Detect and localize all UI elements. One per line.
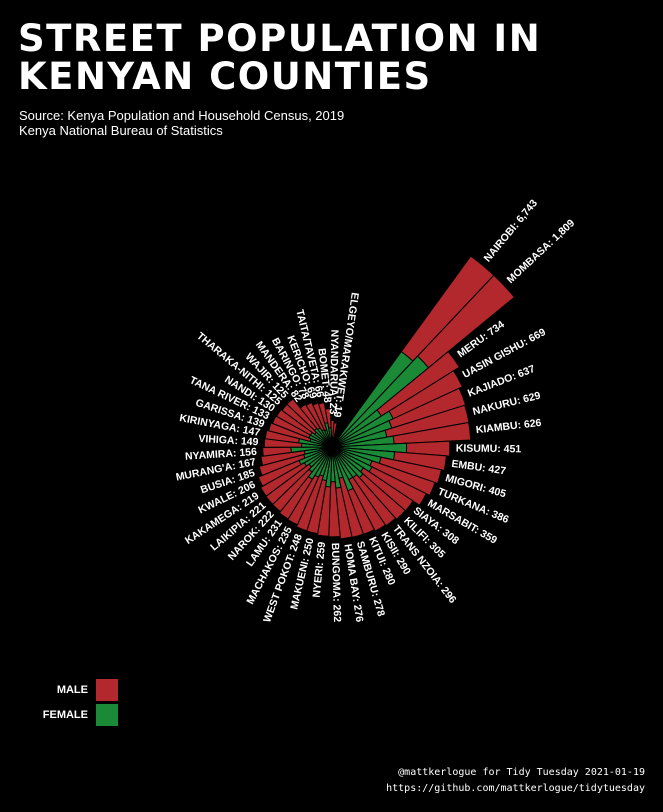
caption-author: @mattkerlogue for Tidy Tuesday 2021-01-1… <box>398 767 645 778</box>
legend-swatch-male <box>96 679 118 701</box>
bar-label-bomet: BOMET: 48 <box>315 348 333 404</box>
bar-label-kiambu: KIAMBU: 626 <box>475 417 542 436</box>
bar-female-elgeyo-marakwet <box>331 437 335 448</box>
caption-url: https://github.com/mattkerlogue/tidytues… <box>386 783 645 794</box>
bar-label-bungoma: BUNGOMA: 262 <box>329 543 343 623</box>
legend-label-female: FEMALE <box>42 709 88 721</box>
bar-label-kisumu: KISUMU: 451 <box>456 442 522 455</box>
bar-label-embu: EMBU: 427 <box>451 458 507 478</box>
bar-label-vihiga: VIHIGA: 149 <box>198 433 259 449</box>
bar-label-nyamira: NYAMIRA: 156 <box>185 446 258 463</box>
page-title: STREET POPULATION IN KENYAN COUNTIES <box>18 17 542 98</box>
subtitle-agency: Kenya National Bureau of Statistics <box>19 123 223 138</box>
subtitle-source: Source: Kenya Population and Household C… <box>19 108 345 123</box>
legend-item-male: MALE <box>40 678 118 702</box>
legend-item-female: FEMALE <box>40 703 118 727</box>
legend-swatch-female <box>96 704 118 726</box>
bar-label-nyandarua: NYANDARUA: 23 <box>327 330 341 415</box>
legend-label-male: MALE <box>56 684 88 696</box>
legend: MALE FEMALE <box>40 678 118 728</box>
bar-label-nyeri: NYERI: 259 <box>311 541 329 598</box>
